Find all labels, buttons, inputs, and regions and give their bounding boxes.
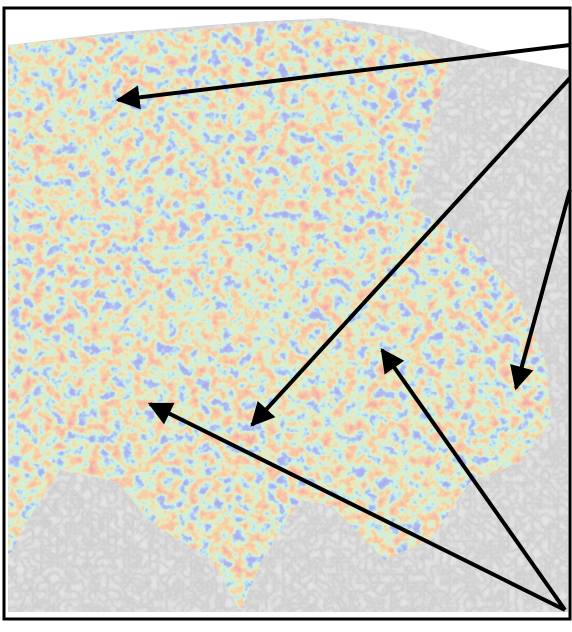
arrow (147, 402, 566, 612)
frame (2, 6, 572, 621)
arrow (115, 43, 571, 110)
arrow (250, 76, 572, 427)
arrow (380, 348, 567, 612)
arrows (115, 43, 572, 612)
arrow (510, 189, 572, 391)
